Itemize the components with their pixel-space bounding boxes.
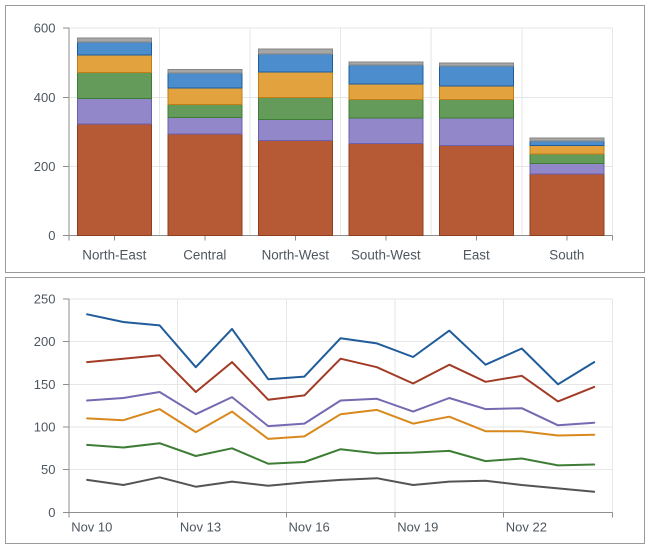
svg-text:East: East <box>463 247 490 262</box>
svg-text:0: 0 <box>48 505 55 520</box>
svg-text:North-East: North-East <box>82 247 146 262</box>
svg-text:Nov 10: Nov 10 <box>71 520 112 535</box>
svg-text:South-West: South-West <box>351 247 421 262</box>
svg-text:200: 200 <box>34 334 56 349</box>
svg-text:Nov 22: Nov 22 <box>506 520 547 535</box>
svg-text:250: 250 <box>34 292 56 307</box>
svg-text:150: 150 <box>34 377 56 392</box>
svg-text:Nov 13: Nov 13 <box>180 520 221 535</box>
svg-text:600: 600 <box>34 21 56 36</box>
svg-text:Nov 16: Nov 16 <box>289 520 330 535</box>
svg-text:100: 100 <box>34 420 56 435</box>
svg-text:0: 0 <box>48 228 55 243</box>
svg-text:Nov 19: Nov 19 <box>397 520 438 535</box>
svg-text:North-West: North-West <box>262 247 330 262</box>
svg-text:Central: Central <box>183 247 226 262</box>
svg-text:South: South <box>549 247 584 262</box>
svg-text:200: 200 <box>34 159 56 174</box>
svg-text:400: 400 <box>34 90 56 105</box>
svg-text:50: 50 <box>41 462 55 477</box>
